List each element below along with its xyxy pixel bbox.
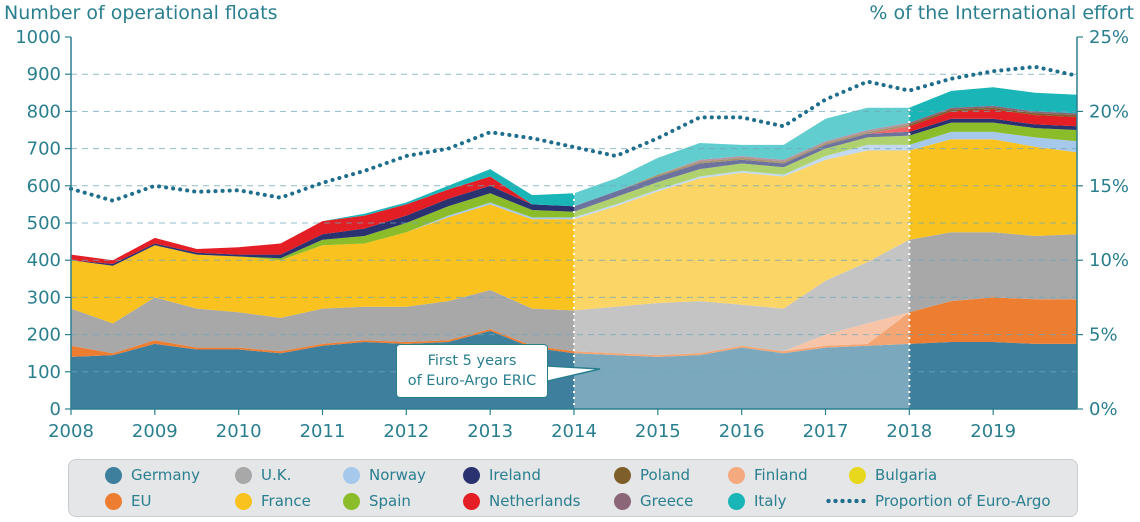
legend-swatch [463,466,480,484]
legend-label: Netherlands [489,492,581,510]
area-france [71,139,1077,324]
stacked-areas [71,87,1077,409]
legend-item-bulgaria: Bulgaria [849,466,937,484]
legend-label: Poland [640,466,691,484]
legend-swatch [463,492,480,510]
legend-item-proportion-of-euro-argo: Proportion of Euro-Argo [825,492,1051,510]
legend-item-netherlands: Netherlands [463,492,580,510]
x-tick-label: 2010 [216,421,262,442]
area-eu [71,297,1077,357]
legend-swatch [614,492,631,510]
y-tick-label: 1000 [15,27,61,48]
legend-swatch [105,492,122,510]
legend-item-eu: EU [105,492,151,510]
proportion-line [69,64,1079,203]
legend-label: Italy [754,492,787,510]
y2-tick-labels: 0% 5% 10% 15% 20% 25% [1077,27,1129,420]
x-tick-label: 2016 [719,421,765,442]
legend-item-poland: Poland [614,466,690,484]
legend-label: Germany [131,466,200,484]
area-finland [71,297,1077,356]
y-tick-label: 100 [27,362,61,383]
legend-item-italy: Italy [728,492,787,510]
y2-tick-label: 10% [1089,250,1129,271]
x-tick-label: 2011 [300,421,346,442]
legend-label: Bulgaria [875,466,938,484]
legend-item-greece: Greece [614,492,693,510]
y-tick-labels: 0 100 200 300 400 500 600 700 800 900 1000 [15,27,71,420]
y-tick-label: 200 [27,325,61,346]
legend-swatch [105,466,122,484]
x-tick-label: 2008 [48,421,94,442]
y-tick-label: 600 [27,176,61,197]
legend-swatch [343,492,360,510]
callout-pointer [547,365,601,382]
legend-swatch [728,492,745,510]
legend-label: Ireland [489,466,541,484]
y-tick-label: 500 [27,213,61,234]
legend-label: Finland [754,466,808,484]
legend-label: EU [131,492,152,510]
callout-line-2: of Euro-Argo ERIC [407,373,537,389]
legend: Germany U.K. Norway Ireland Poland Finland Bul… [68,459,1078,517]
y-tick-label: 900 [27,64,61,85]
legend-item-germany: Germany [105,466,200,484]
legend-item-norway: Norway [343,466,426,484]
legend-dotted-line-swatch [825,498,867,504]
x-tick-label: 2009 [132,421,178,442]
legend-swatch [849,466,866,484]
period-callout: First 5 years of Euro-Argo ERIC [396,344,548,398]
legend-swatch [728,466,745,484]
y-tick-label: 700 [27,139,61,160]
y2-axis-title: % of the International effort [869,2,1134,24]
legend-label: Proportion of Euro-Argo [875,492,1051,510]
y-tick-label: 300 [27,287,61,308]
area-italy [71,87,1077,261]
y2-tick-label: 25% [1089,27,1129,48]
y2-tick-label: 20% [1089,101,1129,122]
x-tick-label: 2018 [886,421,932,442]
chart-canvas: 2008 2009 2010 2011 2012 2013 2014 2015 2016 2017… [15,27,1129,442]
x-tick-label: 2014 [551,421,597,442]
area-u-k- [71,232,1077,356]
period-boundary-lines [573,37,911,409]
x-tick-label: 2013 [467,421,513,442]
x-tick-label: 2019 [970,421,1016,442]
legend-item-u-k-: U.K. [235,466,291,484]
legend-label: U.K. [261,466,292,484]
x-tick-label: 2017 [803,421,849,442]
legend-swatch [343,466,360,484]
legend-item-france: France [235,492,311,510]
legend-item-finland: Finland [728,466,808,484]
area-netherlands [71,109,1077,264]
legend-label: Norway [369,466,426,484]
x-tick-label: 2015 [635,421,681,442]
legend-item-ireland: Ireland [463,466,541,484]
y-tick-label: 400 [27,250,61,271]
legend-swatch [235,492,252,510]
y2-tick-label: 5% [1089,325,1118,346]
y-tick-label: 0 [50,399,61,420]
legend-swatch [235,466,252,484]
legend-swatch [614,466,631,484]
y-axis-title: Number of operational floats [4,2,278,24]
x-tick-label: 2012 [383,421,429,442]
y2-tick-label: 15% [1089,176,1129,197]
legend-item-spain: Spain [343,492,411,510]
callout-line-1: First 5 years [427,353,517,369]
y2-tick-label: 0% [1089,399,1118,420]
x-tick-labels: 2008 2009 2010 2011 2012 2013 2014 2015 2016 2017… [48,409,1016,442]
y-tick-label: 800 [27,101,61,122]
legend-label: Greece [640,492,694,510]
legend-label: France [261,492,311,510]
legend-label: Spain [369,492,411,510]
